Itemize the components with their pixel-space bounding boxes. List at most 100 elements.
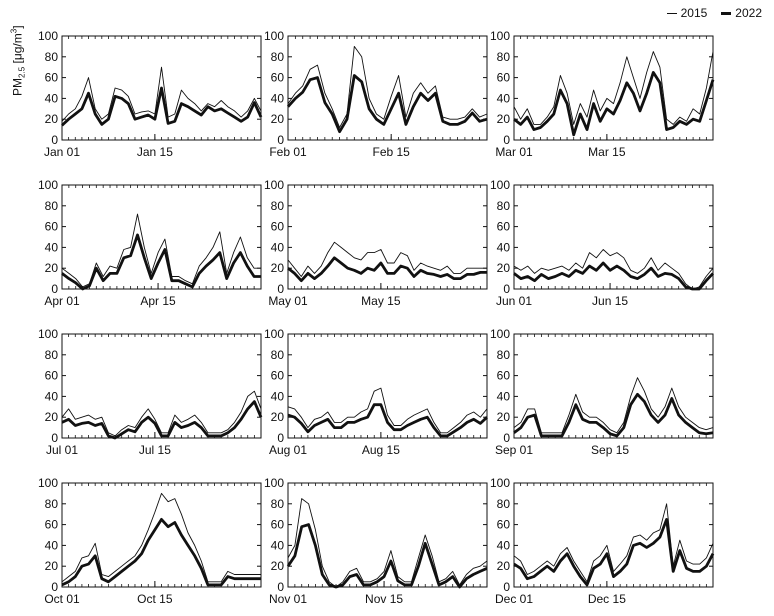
y-tick-label-jul-40: 40: [45, 389, 59, 403]
y-tick-label-may-20: 20: [271, 261, 285, 275]
y-tick-label-dec-20: 20: [497, 559, 511, 573]
x-tick-label-jun-1: Jun 01: [496, 294, 532, 308]
series-line-may-2022: [287, 256, 487, 283]
y-tick-label-may-80: 80: [271, 199, 285, 213]
panel-aug: 0 20 40 60 80 100 Aug 01 Aug 15: [264, 327, 488, 457]
y-tick-label-oct-80: 80: [45, 497, 59, 511]
y-tick-label-may-60: 60: [271, 220, 285, 234]
legend-thin-line-icon: [666, 12, 677, 14]
series-line-sep-2022: [513, 392, 714, 438]
y-tick-label-jun-0: 0: [503, 282, 510, 296]
series-line-mar-2022: [513, 71, 715, 137]
y-tick-label-jun-100: 100: [490, 178, 510, 192]
panel-feb: 0 20 40 60 80 100 Feb 01 Feb 15: [264, 29, 488, 159]
plot-frame-aug: [287, 333, 488, 439]
y-tick-label-nov-20: 20: [271, 559, 285, 573]
y-tick-label-apr-0: 0: [51, 282, 58, 296]
y-tick-label-jan-20: 20: [45, 112, 59, 126]
x-tick-label-may-1: May 01: [268, 294, 308, 308]
y-tick-label-jul-60: 60: [45, 369, 59, 383]
legend-item-2022: 2022: [721, 6, 762, 20]
y-tick-label-aug-0: 0: [277, 431, 284, 445]
x-tick-label-feb-1: Feb 01: [269, 145, 307, 159]
series-line-jun-2022: [513, 261, 715, 291]
x-tick-label-jul-15: Jul 15: [139, 443, 171, 457]
y-tick-label-jan-60: 60: [45, 71, 59, 85]
y-tick-label-mar-40: 40: [497, 91, 511, 105]
y-tick-label-mar-80: 80: [497, 50, 511, 64]
legend-item-2015: 2015: [666, 6, 708, 20]
y-tick-label-nov-60: 60: [271, 518, 285, 532]
y-tick-label-may-40: 40: [271, 240, 285, 254]
x-tick-label-mar-15: Mar 15: [588, 145, 626, 159]
x-tick-label-jan-15: Jan 15: [137, 145, 173, 159]
plot-frame-dec: [513, 482, 714, 588]
y-tick-label-feb-0: 0: [277, 133, 284, 147]
y-tick-label-oct-100: 100: [38, 476, 58, 490]
series-line-sep-2015: [513, 377, 714, 434]
y-tick-label-jun-60: 60: [497, 220, 511, 234]
legend-label-2015: 2015: [680, 6, 708, 20]
series-line-oct-2015: [61, 492, 261, 583]
y-tick-label-feb-40: 40: [271, 91, 285, 105]
x-tick-label-sep-15: Sep 15: [591, 443, 629, 457]
y-tick-label-apr-100: 100: [38, 178, 58, 192]
y-tick-label-feb-20: 20: [271, 112, 285, 126]
series-line-aug-2022: [287, 403, 488, 438]
y-tick-label-jul-20: 20: [45, 410, 59, 424]
y-tick-label-oct-0: 0: [51, 580, 58, 594]
y-tick-label-sep-40: 40: [497, 389, 511, 403]
plot-frame-apr: [61, 184, 262, 290]
y-tick-label-sep-80: 80: [497, 348, 511, 362]
y-tick-label-jul-100: 100: [38, 327, 58, 341]
y-tick-label-nov-100: 100: [264, 476, 284, 490]
y-tick-label-feb-60: 60: [271, 71, 285, 85]
panel-oct: 0 20 40 60 80 100 Oct 01 Oct 15: [38, 476, 262, 606]
panel-may: 0 20 40 60 80 100 May 01 May 15: [264, 178, 488, 308]
panel-jan: 0 20 40 60 80 100 Jan 01 Jan 15: [38, 29, 263, 159]
panel-jul: 0 20 40 60 80 100 Jul 01 Jul 15: [38, 327, 263, 457]
y-tick-label-oct-20: 20: [45, 559, 59, 573]
plot-frame-jun: [513, 184, 714, 290]
y-tick-label-dec-100: 100: [490, 476, 510, 490]
plot-frame-sep: [513, 333, 714, 439]
y-tick-label-jan-100: 100: [38, 29, 58, 43]
plot-frame-oct: [61, 482, 262, 588]
x-tick-label-apr-1: Apr 01: [44, 294, 80, 308]
x-tick-label-mar-1: Mar 01: [495, 145, 533, 159]
series-line-jul-2022: [61, 400, 263, 440]
series-line-apr-2022: [61, 233, 261, 291]
x-tick-label-feb-15: Feb 15: [373, 145, 411, 159]
series-line-apr-2015: [61, 213, 261, 288]
series-line-may-2015: [287, 241, 487, 277]
y-tick-label-oct-60: 60: [45, 518, 59, 532]
x-tick-label-oct-1: Oct 01: [44, 592, 80, 606]
y-tick-label-may-0: 0: [277, 282, 284, 296]
y-tick-label-nov-80: 80: [271, 497, 285, 511]
series-line-nov-2015: [287, 498, 488, 588]
plot-frame-jul: [61, 333, 262, 439]
x-tick-label-sep-1: Sep 01: [495, 443, 533, 457]
y-tick-label-dec-60: 60: [497, 518, 511, 532]
y-tick-label-jun-40: 40: [497, 240, 511, 254]
series-line-nov-2022: [286, 523, 488, 589]
y-tick-label-jan-80: 80: [45, 50, 59, 64]
plot-frame-nov: [287, 482, 488, 588]
y-tick-label-may-100: 100: [264, 178, 284, 192]
x-tick-label-apr-15: Apr 15: [140, 294, 176, 308]
y-tick-label-nov-40: 40: [271, 538, 285, 552]
series-line-feb-2015: [287, 45, 488, 128]
x-tick-label-dec-1: Dec 01: [495, 592, 533, 606]
y-tick-label-jun-20: 20: [497, 261, 511, 275]
panel-apr: 0 20 40 60 80 100 Apr 01 Apr 15: [38, 178, 262, 308]
y-tick-label-mar-60: 60: [497, 71, 511, 85]
y-tick-label-mar-100: 100: [490, 29, 510, 43]
y-tick-label-apr-60: 60: [45, 220, 59, 234]
series-line-jun-2015: [513, 249, 714, 290]
y-tick-label-aug-40: 40: [271, 389, 285, 403]
y-tick-label-aug-80: 80: [271, 348, 285, 362]
y-tick-label-aug-20: 20: [271, 410, 285, 424]
plot-frame-mar: [513, 35, 714, 141]
plot-frame-feb: [287, 35, 488, 141]
